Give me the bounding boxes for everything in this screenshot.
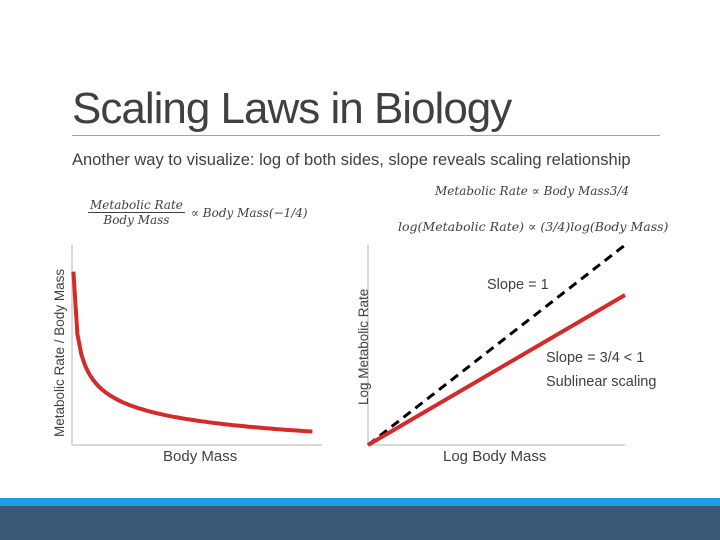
series-line-curve [366, 293, 627, 447]
formula-proportional: ∝ Body Mass(−1/4) [190, 205, 308, 220]
series-line-slope-one [367, 243, 626, 447]
annotation-slope-three-quarters: Slope = 3/4 < 1 [546, 350, 645, 366]
chart-right-xlabel: Log Body Mass [443, 448, 547, 465]
formula-numerator: Metabolic Rate [88, 198, 185, 213]
formula-mass-specific: Metabolic Rate Body Mass ∝ Body Mass(−1/… [88, 198, 308, 227]
chart-left [71, 245, 322, 446]
chart-left-xlabel: Body Mass [163, 448, 238, 465]
formula-kleiber: Metabolic Rate ∝ Body Mass3/4 [435, 184, 630, 198]
chart-left-ylabel: Metabolic Rate / Body Mass [52, 268, 67, 437]
footer-bar [0, 506, 720, 540]
chart-right-ylabel: Log Metabolic Rate [356, 288, 371, 405]
annotation-slope-one: Slope = 1 [487, 277, 549, 293]
formula-log: log(Metabolic Rate) ∝ (3/4)log(Body Mass… [398, 219, 669, 234]
annotation-sublinear: Sublinear scaling [546, 374, 657, 390]
chart-right [366, 243, 627, 447]
series-line-curve [71, 271, 313, 434]
title-divider [72, 135, 660, 136]
footer-accent-bar [0, 498, 720, 506]
formula-denominator: Body Mass [103, 213, 170, 227]
slide-title: Scaling Laws in Biology [72, 84, 512, 133]
slide-subtitle: Another way to visualize: log of both si… [72, 151, 631, 169]
